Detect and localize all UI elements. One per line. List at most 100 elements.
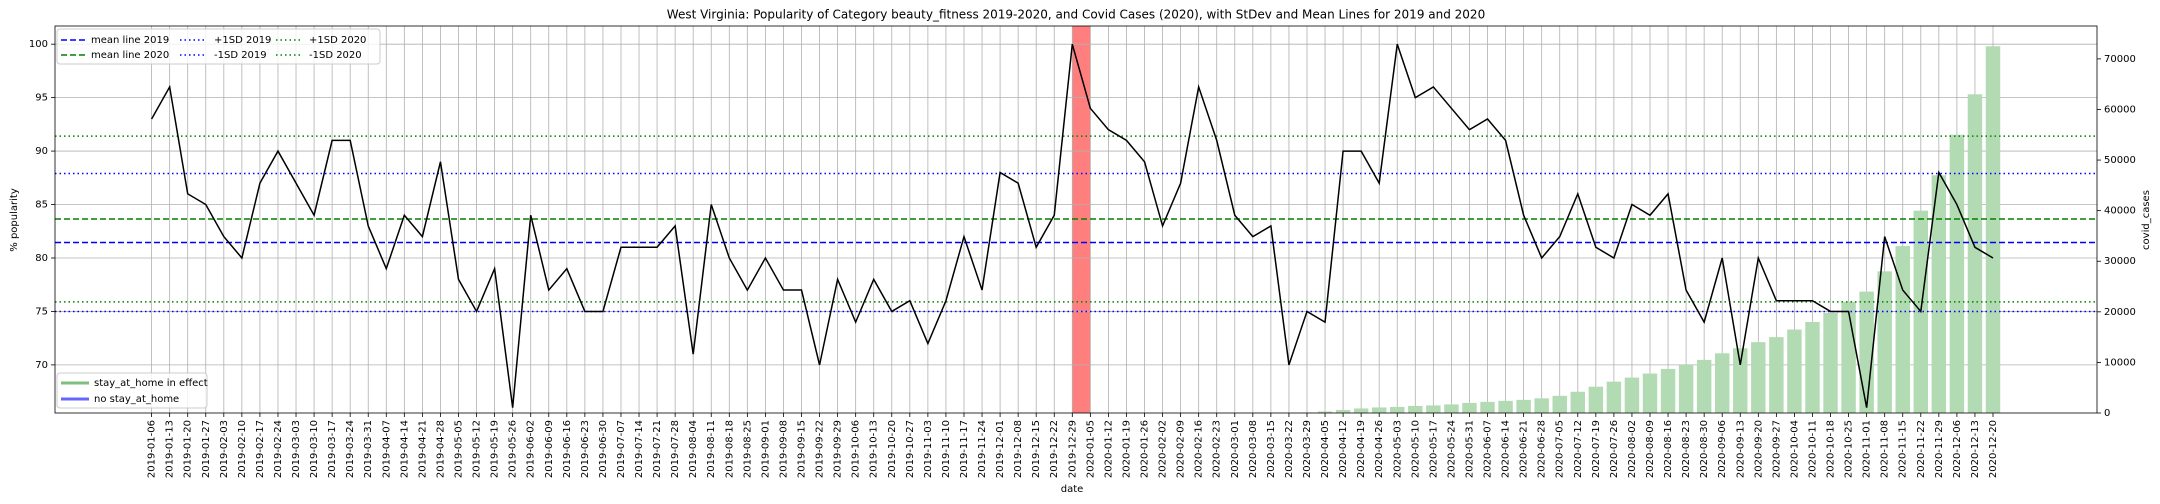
x-tick-label: 2019-11-17	[959, 420, 970, 478]
x-tick-label: 2020-04-05	[1320, 420, 1331, 478]
x-tick-label: 2019-06-23	[580, 420, 591, 478]
chart-title: West Virginia: Popularity of Category be…	[667, 8, 1485, 22]
bar	[1353, 408, 1369, 413]
x-tick-label: 2019-10-13	[869, 420, 880, 478]
x-tick-label: 2019-10-06	[851, 420, 862, 478]
y2-tick-label: 60000	[2104, 104, 2136, 115]
x-tick-label: 2019-11-10	[941, 420, 952, 478]
x-tick-label: 2020-03-08	[1248, 420, 1259, 478]
x-tick-label: 2019-07-21	[652, 420, 663, 478]
x-tick-label: 2019-06-16	[562, 420, 573, 478]
bar	[1642, 373, 1658, 413]
bar	[1498, 400, 1513, 413]
x-tick-label: 2020-10-18	[1826, 420, 1837, 478]
legend-box	[56, 372, 208, 409]
x-tick-label: 2020-03-22	[1284, 420, 1295, 478]
x-tick-label: 2019-06-02	[526, 420, 537, 478]
x-tick-label: 2020-02-09	[1176, 420, 1187, 478]
x-tick-label: 2020-06-07	[1483, 420, 1494, 478]
x-tick-label: 2020-07-19	[1591, 420, 1602, 478]
x-tick-label: 2020-02-23	[1212, 420, 1223, 478]
x-tick-label: 2020-12-06	[1952, 420, 1963, 478]
legend-label: -1SD 2019	[214, 50, 267, 61]
x-tick-label: 2019-05-05	[454, 420, 465, 478]
x-tick-label: 2020-09-13	[1735, 420, 1746, 478]
x-tick-label: 2020-10-04	[1789, 420, 1800, 478]
bar	[1317, 411, 1333, 413]
x-tick-label: 2020-09-27	[1771, 420, 1782, 478]
y-tick-label: 80	[35, 253, 48, 264]
legend-label: +1SD 2019	[214, 35, 271, 46]
x-tick-label: 2019-07-28	[670, 420, 681, 478]
y-axis-label: % popularity	[9, 188, 20, 252]
x-tick-label: 2019-06-30	[598, 420, 609, 478]
x-tick-label: 2020-05-31	[1464, 420, 1475, 478]
legend-label: mean line 2020	[91, 50, 169, 61]
x-tick-label: 2019-11-24	[977, 420, 988, 478]
x-tick-label: 2019-11-03	[923, 420, 934, 478]
x-tick-label: 2019-01-27	[201, 420, 212, 478]
legend-label: mean line 2019	[91, 35, 169, 46]
x-tick-label: 2020-06-28	[1537, 420, 1548, 478]
x-tick-label: 2020-01-19	[1121, 420, 1132, 478]
plot-frame	[54, 25, 2098, 414]
x-tick-label: 2019-12-08	[1013, 420, 1024, 478]
x-tick-label: 2020-07-12	[1573, 420, 1584, 478]
x-tick-label: 2019-04-21	[417, 420, 428, 478]
x-tick-label: 2020-02-16	[1194, 420, 1205, 478]
bar	[1733, 348, 1748, 413]
x-tick-label: 2020-11-08	[1880, 420, 1891, 478]
bar	[1480, 401, 1495, 413]
bar	[1588, 386, 1604, 413]
bar	[1606, 381, 1622, 413]
x-tick-label: 2019-08-18	[724, 420, 735, 478]
x-tick-label: 2020-01-26	[1140, 420, 1151, 478]
bar	[1787, 329, 1802, 413]
x-tick-label: 2020-08-02	[1627, 420, 1638, 478]
bar	[1859, 291, 1874, 413]
x-tick-label: 2020-04-12	[1338, 420, 1349, 478]
bar	[1696, 359, 1712, 413]
x-tick-label: 2020-06-21	[1519, 420, 1530, 478]
x-tick-label: 2020-10-25	[1844, 420, 1855, 478]
x-tick-label: 2019-05-26	[508, 420, 519, 478]
bar	[1714, 353, 1730, 413]
x-tick-label: 2020-05-10	[1410, 420, 1421, 478]
x-tick-label: 2019-04-14	[399, 420, 410, 478]
x-tick-label: 2019-03-24	[345, 420, 356, 478]
y-tick-label: 85	[35, 200, 48, 211]
bar	[1462, 402, 1477, 413]
bar	[1678, 364, 1694, 413]
x-tick-label: 2019-03-17	[327, 420, 338, 478]
x-tick-label: 2019-03-31	[363, 420, 374, 478]
x-tick-label: 2020-08-16	[1663, 420, 1674, 478]
x-tick-label: 2019-03-10	[309, 420, 320, 478]
x-tick-label: 2019-09-01	[760, 420, 771, 478]
bar	[1426, 405, 1441, 413]
y-tick-label: 100	[29, 39, 48, 50]
x-tick-label: 2020-07-05	[1555, 420, 1566, 478]
x-tick-label: 2019-01-20	[183, 420, 194, 478]
x-tick-label: 2019-02-10	[237, 420, 248, 478]
x-tick-label: 2020-05-17	[1428, 420, 1439, 478]
x-tick-label: 2020-03-29	[1302, 420, 1313, 478]
x-tick-label: 2020-01-12	[1103, 420, 1114, 478]
x-tick-label: 2020-07-26	[1609, 420, 1620, 478]
x-tick-label: 2020-10-11	[1807, 420, 1818, 478]
bar	[1534, 398, 1549, 413]
x-tick-label: 2020-03-15	[1266, 420, 1277, 478]
bar	[1985, 46, 2001, 414]
x-tick-label: 2020-05-03	[1392, 420, 1403, 478]
x-tick-label: 2020-12-20	[1988, 420, 1999, 478]
line	[150, 43, 1994, 408]
y2-tick-label: 10000	[2104, 357, 2136, 368]
x-tick-label: 2020-11-29	[1934, 420, 1945, 478]
x-tick-label: 2019-08-25	[742, 420, 753, 478]
bar	[1624, 377, 1640, 413]
x-tick-label: 2020-04-26	[1374, 420, 1385, 478]
y2-tick-label: 50000	[2104, 155, 2136, 166]
y-tick-label: 75	[35, 306, 48, 317]
legend-label: +1SD 2020	[309, 35, 366, 46]
y-tick-label: 70	[35, 360, 48, 371]
